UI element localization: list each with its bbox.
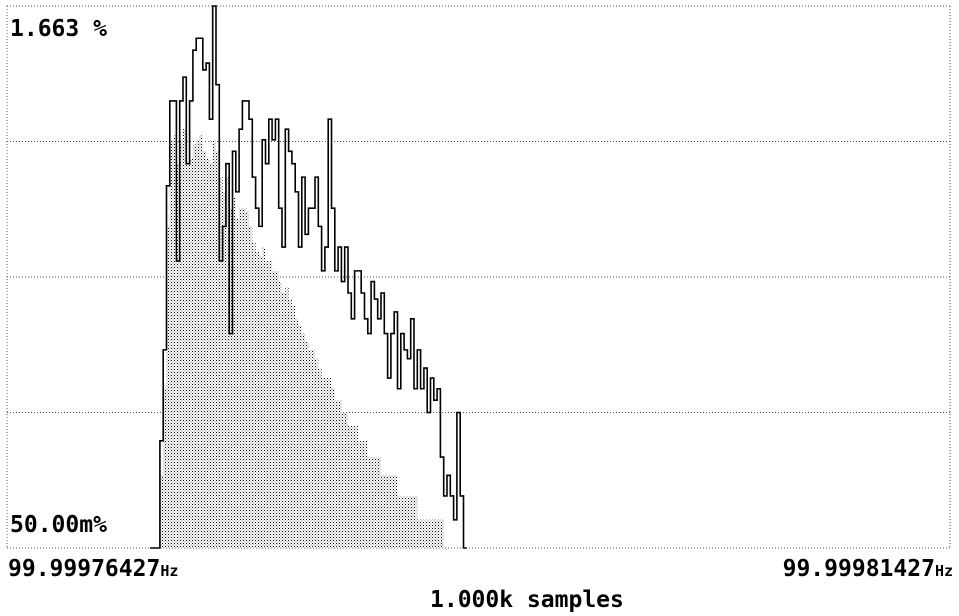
y-axis-max-label: 1.663 % [10, 16, 107, 42]
x-end-unit: Hz [934, 562, 953, 580]
x-end-value: 99.99981427 [782, 556, 935, 582]
histogram-outline [150, 5, 467, 549]
histogram-fill [150, 129, 467, 549]
sample-count-label: 1.000k samples [430, 587, 624, 613]
y-axis-min-label: 50.00m% [10, 512, 107, 538]
x-start-value: 99.99976427 [8, 556, 161, 582]
x-start-unit: Hz [160, 562, 179, 580]
x-axis-start-label: 99.99976427Hz [8, 556, 178, 584]
x-axis-end-label: 99.99981427Hz [783, 556, 953, 584]
plot-grid [6, 5, 951, 549]
